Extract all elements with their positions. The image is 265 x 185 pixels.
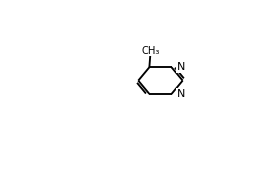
Text: N: N [177,62,185,72]
Text: N: N [177,89,185,99]
Text: CH₃: CH₃ [141,46,160,56]
